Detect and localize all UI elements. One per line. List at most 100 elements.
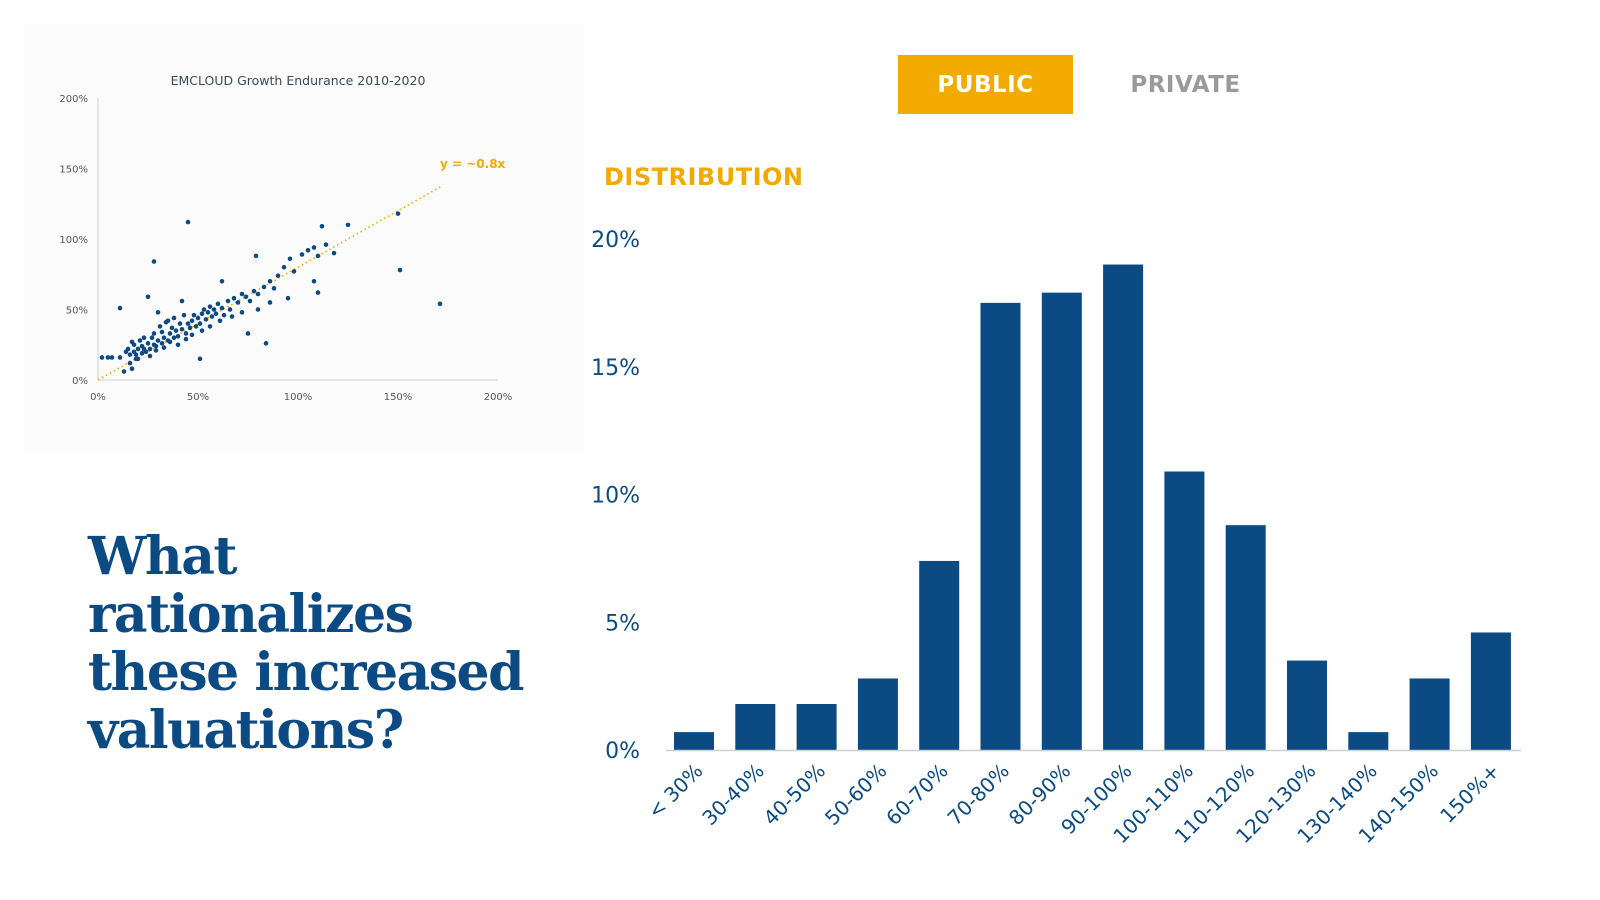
scatter-y-tick-label: 200%	[59, 94, 88, 105]
scatter-point	[271, 286, 277, 291]
scatter-point	[185, 219, 191, 225]
y-tick-label: 0%	[605, 739, 640, 764]
scatter-x-tick-label: 0%	[90, 392, 106, 403]
scatter-point	[153, 343, 159, 349]
scatter-point	[235, 300, 241, 305]
scatter-point	[311, 245, 317, 250]
scatter-point	[145, 294, 151, 300]
scatter-point	[147, 346, 153, 352]
scatter-point	[323, 242, 329, 247]
x-category-label: 70-80%	[943, 759, 1015, 831]
scatter-point	[129, 366, 135, 372]
scatter-point	[109, 355, 115, 360]
scatter-point	[159, 341, 165, 346]
scatter-x-tick-label: 200%	[484, 392, 513, 403]
scatter-point	[207, 324, 213, 329]
scatter-point	[311, 279, 317, 284]
scatter-x-tick-label: 50%	[187, 392, 209, 403]
scatter-x-tick-label: 150%	[384, 392, 413, 403]
scatter-point	[229, 314, 235, 319]
scatter-point	[131, 342, 137, 348]
scatter-point	[203, 317, 209, 322]
scatter-point	[161, 345, 167, 350]
scatter-point	[221, 312, 227, 318]
scatter-point	[169, 325, 175, 331]
scatter-point	[225, 298, 231, 304]
scatter-point	[151, 259, 157, 264]
bar	[674, 732, 714, 750]
scatter-point	[319, 224, 325, 229]
scatter-trendline	[97, 185, 443, 381]
scatter-point	[247, 298, 253, 304]
scatter-point	[217, 318, 223, 324]
scatter-point	[175, 342, 181, 348]
scatter-point	[151, 331, 157, 336]
bar	[1164, 471, 1205, 750]
scatter-point	[157, 324, 163, 329]
scatter-point	[253, 253, 259, 259]
scatter-point	[175, 333, 181, 339]
bar	[1041, 292, 1082, 750]
y-tick-label: 20%	[591, 228, 640, 253]
scatter-point	[397, 267, 403, 273]
scatter-point	[153, 348, 159, 353]
scatter-x-tick-label: 100%	[284, 392, 313, 403]
scatter-y-tick-label: 100%	[59, 235, 88, 246]
scatter-point	[215, 301, 221, 307]
scatter-point	[159, 329, 165, 335]
scatter-point	[167, 339, 173, 345]
scatter-point	[219, 305, 225, 311]
scatter-point	[201, 307, 207, 312]
tab-public[interactable]: PUBLIC	[898, 55, 1073, 114]
scatter-point	[305, 247, 311, 253]
scatter-point	[211, 307, 217, 312]
scatter-title: EMCLOUD Growth Endurance 2010-2020	[171, 73, 426, 88]
tab-private[interactable]: PRIVATE	[1130, 71, 1241, 98]
scatter-y-tick-label: 50%	[66, 306, 88, 317]
scatter-point	[205, 310, 211, 315]
scatter-point	[141, 335, 147, 341]
scatter-point	[261, 284, 267, 290]
scatter-point	[155, 338, 161, 343]
scatter-point	[181, 312, 187, 318]
trendline-label: y = ~0.8x	[440, 157, 506, 171]
scatter-point	[147, 353, 153, 359]
bar	[980, 302, 1021, 750]
scatter-point	[285, 295, 291, 301]
scatter-point	[127, 360, 133, 366]
scatter-point	[133, 352, 139, 357]
scatter-point	[183, 336, 189, 342]
scatter-point	[239, 310, 245, 315]
scatter-chart-panel: EMCLOUD Growth Endurance 2010-2020 0% 50% 1…	[24, 24, 584, 452]
scatter-point	[145, 341, 151, 346]
scatter-point	[245, 331, 251, 336]
scatter-point	[219, 279, 225, 284]
scatter-point	[187, 325, 193, 331]
bar	[796, 704, 837, 750]
scatter-point	[135, 346, 141, 352]
x-category-label: 30-40%	[697, 759, 769, 831]
distribution-label: DISTRIBUTION	[604, 163, 804, 191]
scatter-point	[331, 250, 337, 256]
scatter-point	[133, 356, 139, 362]
y-tick-label: 10%	[591, 484, 640, 509]
scatter-point	[227, 307, 233, 312]
segment-tabs: PUBLIC PRIVATE	[898, 55, 1298, 114]
bar	[735, 704, 776, 750]
scatter-point	[193, 324, 199, 329]
scatter-point	[173, 328, 179, 333]
scatter-point	[197, 356, 203, 362]
scatter-point	[255, 291, 261, 297]
bar	[1225, 525, 1266, 750]
scatter-point	[179, 298, 185, 304]
bar	[1409, 678, 1450, 750]
scatter-point	[239, 291, 245, 297]
scatter-point	[171, 335, 177, 341]
scatter-point	[195, 315, 201, 321]
scatter-y-tick-label: 150%	[59, 165, 88, 176]
bar	[1103, 264, 1144, 750]
scatter-point	[121, 369, 127, 374]
scatter-point	[185, 321, 191, 326]
scatter-point	[199, 311, 205, 317]
